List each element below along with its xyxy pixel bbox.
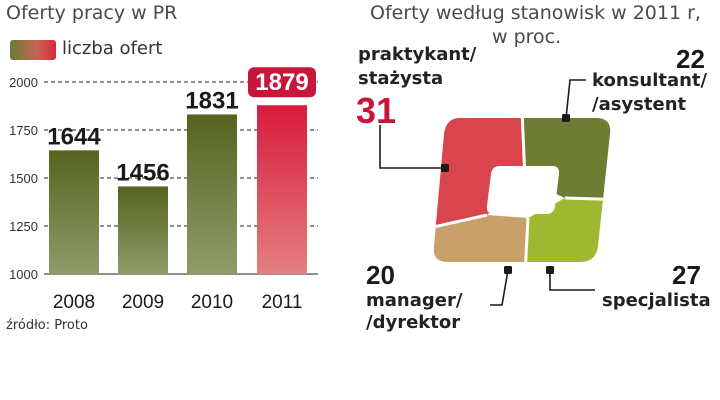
bar-2010 xyxy=(187,114,237,274)
bar-chart-title: Oferty pracy w PR xyxy=(6,2,178,24)
label-konsultant-line2: /asystent xyxy=(592,94,687,115)
value-manager: 20 xyxy=(366,260,395,290)
bar-value-label-2009: 1456 xyxy=(116,159,169,186)
marker-konsultant xyxy=(562,114,570,122)
leader-praktykant xyxy=(379,125,444,169)
label-konsultant-line1: konsultant/ xyxy=(592,70,708,91)
source-note: źródło: Proto xyxy=(6,318,88,333)
marker-praktykant xyxy=(441,164,449,172)
bar-2009 xyxy=(118,186,168,274)
label-specjalista: specjalista xyxy=(602,290,711,311)
x-tick-label-2009: 2009 xyxy=(122,292,164,313)
x-tick-label-2010: 2010 xyxy=(191,292,233,313)
legend-swatch xyxy=(10,40,56,60)
donut-title-line2: w proc. xyxy=(492,26,562,48)
bar-value-label-2008: 1644 xyxy=(47,123,101,150)
separator-4 xyxy=(433,213,488,232)
y-tick-label: 1500 xyxy=(9,171,38,186)
leader-konsultant xyxy=(565,79,586,119)
segment-manager xyxy=(433,215,528,262)
label-praktykant-line1: praktykant/ xyxy=(358,44,477,65)
bar-value-label-2011: 1879 xyxy=(255,69,308,96)
bar-value-label-2010: 1831 xyxy=(185,87,238,114)
highlight-value-box xyxy=(248,67,316,98)
label-manager-line1: manager/ xyxy=(366,290,463,311)
bar-2008 xyxy=(49,150,99,274)
y-tick-label: 1250 xyxy=(9,219,38,234)
y-tick-label: 2000 xyxy=(9,75,38,90)
label-praktykant-line2: stażysta xyxy=(358,68,444,89)
marker-specjalista xyxy=(546,266,554,274)
value-konsultant: 22 xyxy=(676,44,705,74)
x-tick-label-2011: 2011 xyxy=(262,292,303,313)
label-manager-line2: /dyrektor xyxy=(366,312,461,333)
bar-2011 xyxy=(257,105,307,274)
value-praktykant: 31 xyxy=(356,90,397,131)
separator-3 xyxy=(523,217,530,262)
marker-manager xyxy=(504,266,512,274)
leader-specjalista xyxy=(549,270,595,291)
legend-label: liczba ofert xyxy=(62,38,163,59)
donut-title-line1: Oferty według stanowisk w 2011 r, xyxy=(370,2,701,24)
leader-manager xyxy=(490,269,509,306)
separator-2 xyxy=(564,196,611,202)
x-tick-label-2008: 2008 xyxy=(53,292,95,313)
y-tick-label: 1000 xyxy=(9,267,38,282)
value-specjalista: 27 xyxy=(672,260,701,290)
bar-chart: 1000 1250 1500 1750 2000 1644 2008 1456 2009 1831… xyxy=(9,67,318,313)
donut-hole xyxy=(486,166,560,214)
y-tick-label: 1750 xyxy=(9,123,38,138)
donut-chart xyxy=(379,79,611,306)
